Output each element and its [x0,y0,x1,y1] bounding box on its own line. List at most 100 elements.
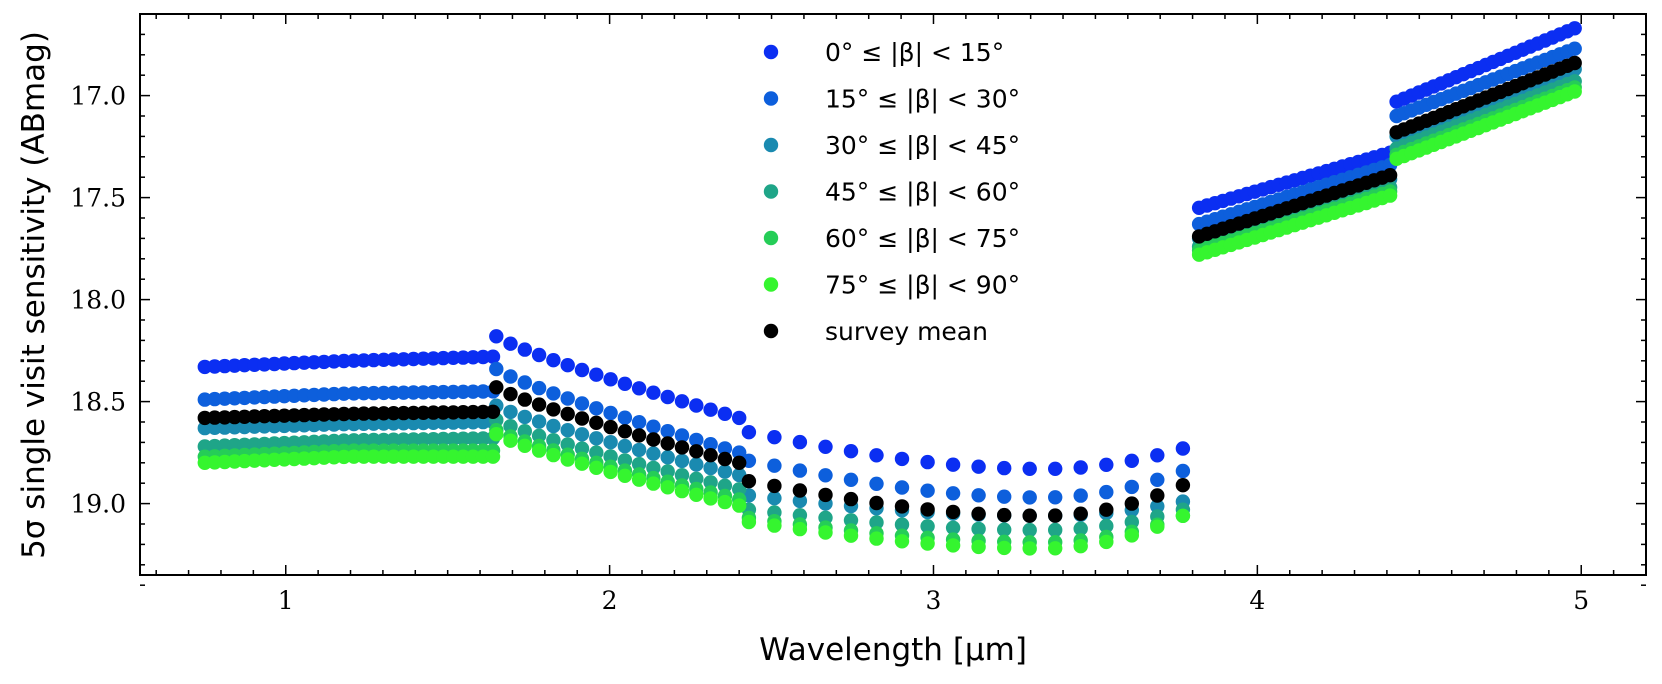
data-point [792,521,808,537]
data-point [531,347,547,363]
data-point [646,446,661,461]
data-point [465,384,481,399]
data-point [485,404,501,419]
data-point [732,498,747,513]
legend-marker [763,230,779,246]
data-point [689,444,704,459]
data-point [674,394,690,409]
data-point [1567,41,1582,56]
data-point [517,392,532,407]
data-point [560,437,575,452]
data-point [416,351,431,366]
data-point [674,453,690,469]
data-point [767,458,782,473]
data-point [386,449,401,464]
data-point [660,450,675,465]
data-point [376,416,391,431]
data-point [436,350,451,366]
data-point [257,409,272,424]
data-point [920,454,935,470]
data-point [416,432,431,447]
x-tick-label: 3 [926,586,942,615]
data-point [560,406,575,422]
data-point [717,441,733,456]
data-point [660,464,675,479]
data-point [456,384,471,399]
data-point [366,416,381,431]
data-point [717,478,733,493]
data-point [703,475,718,490]
data-point [732,455,747,470]
data-point [689,398,704,413]
data-point [1567,21,1582,36]
data-point [631,472,647,487]
y-tick-label: 18.0 [70,286,126,315]
data-point [531,428,547,443]
data-point [617,453,633,468]
data-point [485,449,501,464]
data-point [336,417,352,432]
data-point [346,449,362,464]
data-point [1150,499,1165,514]
x-tick-label: 5 [1573,586,1589,615]
data-point [465,350,481,365]
data-point [356,416,371,431]
data-point [436,415,451,430]
data-point [1382,188,1398,203]
x-tick-label: 2 [602,586,618,615]
data-point [703,448,718,463]
data-point [456,415,471,430]
data-point [818,525,833,540]
data-point [485,349,501,364]
data-point [767,430,782,445]
data-point [416,449,431,464]
x-tick-label: 4 [1249,586,1265,615]
y-tick-label: 17.0 [70,82,126,111]
data-point [503,369,518,384]
data-point [589,367,604,382]
data-point [406,385,421,400]
series-6 [197,55,1582,523]
data-point [456,405,471,420]
legend-label: 30° ≤ |β| < 45° [825,131,1020,160]
data-point [574,456,590,471]
data-point [894,451,910,467]
data-point [336,433,352,448]
legend-marker [763,44,779,60]
data-point [660,480,675,495]
data-point [406,449,421,464]
data-point [416,385,431,400]
data-point [237,409,252,424]
data-point [689,471,704,486]
legend-marker [763,323,779,339]
data-point [316,407,332,422]
data-point [1150,448,1165,463]
data-point [732,445,747,460]
data-point [920,483,935,498]
data-point [1048,490,1063,505]
data-point [560,423,575,438]
legend: 0° ≤ |β| < 15° 15° ≤ |β| < 30° 30° ≤ |β| <… [763,38,1020,346]
data-point [617,410,633,425]
data-point [503,386,518,402]
data-point [971,488,986,503]
data-point [689,487,704,502]
data-point [356,386,371,401]
data-point [465,415,481,430]
data-point [818,468,833,483]
data-point [945,457,961,472]
data-point [1567,84,1582,99]
data-point [660,389,675,405]
data-point [920,502,935,517]
legend-marker [763,91,779,106]
data-point [732,482,747,497]
data-point [703,402,718,417]
data-point [603,372,618,387]
data-point [1150,519,1165,534]
data-point [869,531,884,546]
data-point [1124,453,1140,468]
data-point [1048,461,1063,476]
data-point [741,474,757,489]
data-point [646,419,661,434]
